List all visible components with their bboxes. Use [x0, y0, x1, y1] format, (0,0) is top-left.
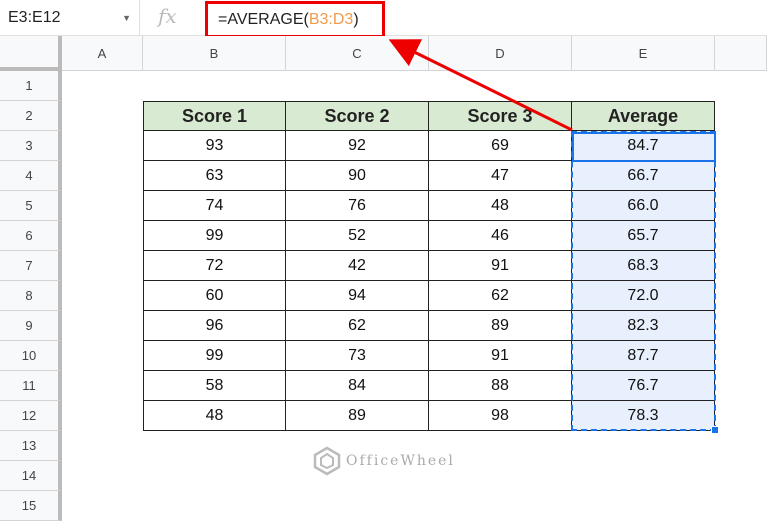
row-header-4[interactable]: 4 [0, 161, 62, 191]
row-header-11[interactable]: 11 [0, 371, 62, 401]
row-header-14[interactable]: 14 [0, 461, 62, 491]
row-header-9[interactable]: 9 [0, 311, 62, 341]
average-cell[interactable]: 72.0 [572, 281, 715, 311]
score-cell[interactable]: 92 [286, 131, 429, 161]
score-cell[interactable]: 93 [143, 131, 286, 161]
row-header-6[interactable]: 6 [0, 221, 62, 251]
average-cell[interactable]: 84.7 [572, 131, 715, 161]
score-cell[interactable]: 96 [143, 311, 286, 341]
score-cell[interactable]: 94 [286, 281, 429, 311]
row-header-10[interactable]: 10 [0, 341, 62, 371]
active-cell [572, 132, 716, 162]
score-cell[interactable]: 73 [286, 341, 429, 371]
average-cell[interactable]: 68.3 [572, 251, 715, 281]
score-cell[interactable]: 63 [143, 161, 286, 191]
table-header-cell[interactable]: Score 2 [286, 101, 429, 131]
column-header-e[interactable]: E [572, 36, 715, 71]
score-cell[interactable]: 52 [286, 221, 429, 251]
row-header-8[interactable]: 8 [0, 281, 62, 311]
annotation-arrow [388, 39, 573, 132]
officewheel-logo: OfficeWheel [312, 446, 455, 476]
column-header-a[interactable]: A [62, 36, 143, 71]
score-cell[interactable]: 76 [286, 191, 429, 221]
name-box[interactable]: E3:E12 ▼ [0, 0, 140, 36]
row-header-2[interactable]: 2 [0, 101, 62, 131]
score-cell[interactable]: 42 [286, 251, 429, 281]
table-header-cell[interactable]: Score 1 [143, 101, 286, 131]
chevron-down-icon[interactable]: ▼ [122, 13, 131, 23]
average-cell[interactable]: 87.7 [572, 341, 715, 371]
average-cell[interactable]: 76.7 [572, 371, 715, 401]
formula-close: ) [353, 11, 359, 28]
fx-icon: fx [158, 4, 177, 28]
watermark-text: OfficeWheel [346, 453, 455, 469]
score-cell[interactable]: 62 [286, 311, 429, 341]
row-header-12[interactable]: 12 [0, 401, 62, 431]
average-cell[interactable]: 82.3 [572, 311, 715, 341]
average-cell[interactable]: 66.7 [572, 161, 715, 191]
score-cell[interactable]: 58 [143, 371, 286, 401]
formula-ref: B3:D3 [308, 11, 354, 28]
average-cell[interactable]: 78.3 [572, 401, 715, 431]
column-header-d[interactable]: D [429, 36, 572, 71]
row-header-13[interactable]: 13 [0, 431, 62, 461]
score-cell[interactable]: 84 [286, 371, 429, 401]
table-header-cell[interactable]: Score 3 [429, 101, 572, 131]
name-box-value: E3:E12 [8, 9, 61, 26]
fill-handle[interactable] [711, 426, 719, 434]
row-header-7[interactable]: 7 [0, 251, 62, 281]
score-cell[interactable]: 60 [143, 281, 286, 311]
row-header-1[interactable]: 1 [0, 71, 62, 101]
logo-hex-icon [313, 446, 341, 476]
score-cell[interactable]: 99 [143, 221, 286, 251]
score-cell[interactable]: 90 [286, 161, 429, 191]
row-header-3[interactable]: 3 [0, 131, 62, 161]
score-cell[interactable]: 89 [286, 401, 429, 431]
average-cell[interactable]: 66.0 [572, 191, 715, 221]
column-header-b[interactable]: B [143, 36, 286, 71]
table-header-cell[interactable]: Average [572, 101, 715, 131]
score-cell[interactable]: 74 [143, 191, 286, 221]
row-header-5[interactable]: 5 [0, 191, 62, 221]
score-cell[interactable]: 72 [143, 251, 286, 281]
score-cell[interactable]: 99 [143, 341, 286, 371]
select-all-corner[interactable] [0, 36, 62, 71]
score-cell[interactable]: 48 [143, 401, 286, 431]
formula-func: =AVERAGE( [218, 11, 309, 28]
